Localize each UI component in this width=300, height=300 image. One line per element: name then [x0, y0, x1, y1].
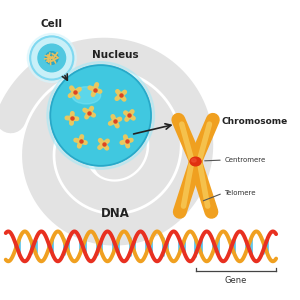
Circle shape	[30, 36, 73, 80]
Ellipse shape	[72, 87, 101, 104]
Text: Gene: Gene	[225, 276, 247, 285]
Circle shape	[47, 62, 154, 169]
Circle shape	[45, 52, 58, 64]
Circle shape	[50, 65, 151, 166]
Text: Cell: Cell	[41, 19, 63, 29]
Text: Chromosome: Chromosome	[221, 117, 288, 126]
Circle shape	[27, 34, 76, 83]
Ellipse shape	[192, 159, 196, 162]
Ellipse shape	[190, 157, 201, 166]
Text: Nucleus: Nucleus	[92, 50, 138, 60]
Text: Centromere: Centromere	[224, 157, 266, 163]
Text: DNA: DNA	[100, 207, 130, 220]
Text: Telomere: Telomere	[224, 190, 256, 196]
Circle shape	[38, 44, 66, 72]
